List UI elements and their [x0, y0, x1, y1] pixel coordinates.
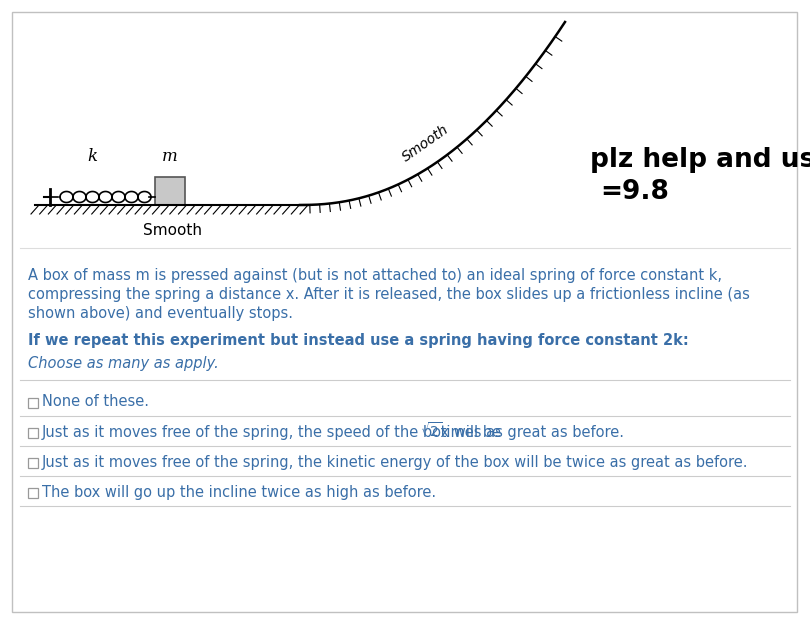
Text: plz help and use g: plz help and use g [590, 147, 810, 173]
Text: Smooth: Smooth [143, 223, 202, 238]
Text: Choose as many as apply.: Choose as many as apply. [28, 356, 219, 371]
Text: The box will go up the incline twice as high as before.: The box will go up the incline twice as … [42, 484, 436, 499]
Text: Just as it moves free of the spring, the speed of the box will be: Just as it moves free of the spring, the… [42, 424, 506, 439]
Text: $\sqrt{2}$: $\sqrt{2}$ [420, 422, 441, 441]
FancyBboxPatch shape [12, 12, 797, 612]
Text: If we repeat this experiment but instead use a spring having force constant 2k:: If we repeat this experiment but instead… [28, 333, 688, 348]
Text: times as great as before.: times as great as before. [436, 424, 624, 439]
Bar [28, 428, 38, 438]
Text: A box of mass m is pressed against (but is not attached to) an ideal spring of f: A box of mass m is pressed against (but … [28, 268, 722, 283]
Text: compressing the spring a distance x. After it is released, the box slides up a f: compressing the spring a distance x. Aft… [28, 287, 750, 302]
Text: Just as it moves free of the spring, the kinetic energy of the box will be twice: Just as it moves free of the spring, the… [42, 454, 748, 469]
Bar [28, 398, 38, 408]
Text: None of these.: None of these. [42, 394, 149, 409]
Text: =9.8: =9.8 [600, 179, 669, 205]
Text: k: k [87, 148, 97, 165]
Bar [155, 177, 185, 205]
Text: m: m [162, 148, 178, 165]
Bar [28, 488, 38, 498]
Text: Smooth: Smooth [399, 122, 451, 165]
Text: shown above) and eventually stops.: shown above) and eventually stops. [28, 306, 293, 321]
Bar [28, 458, 38, 468]
